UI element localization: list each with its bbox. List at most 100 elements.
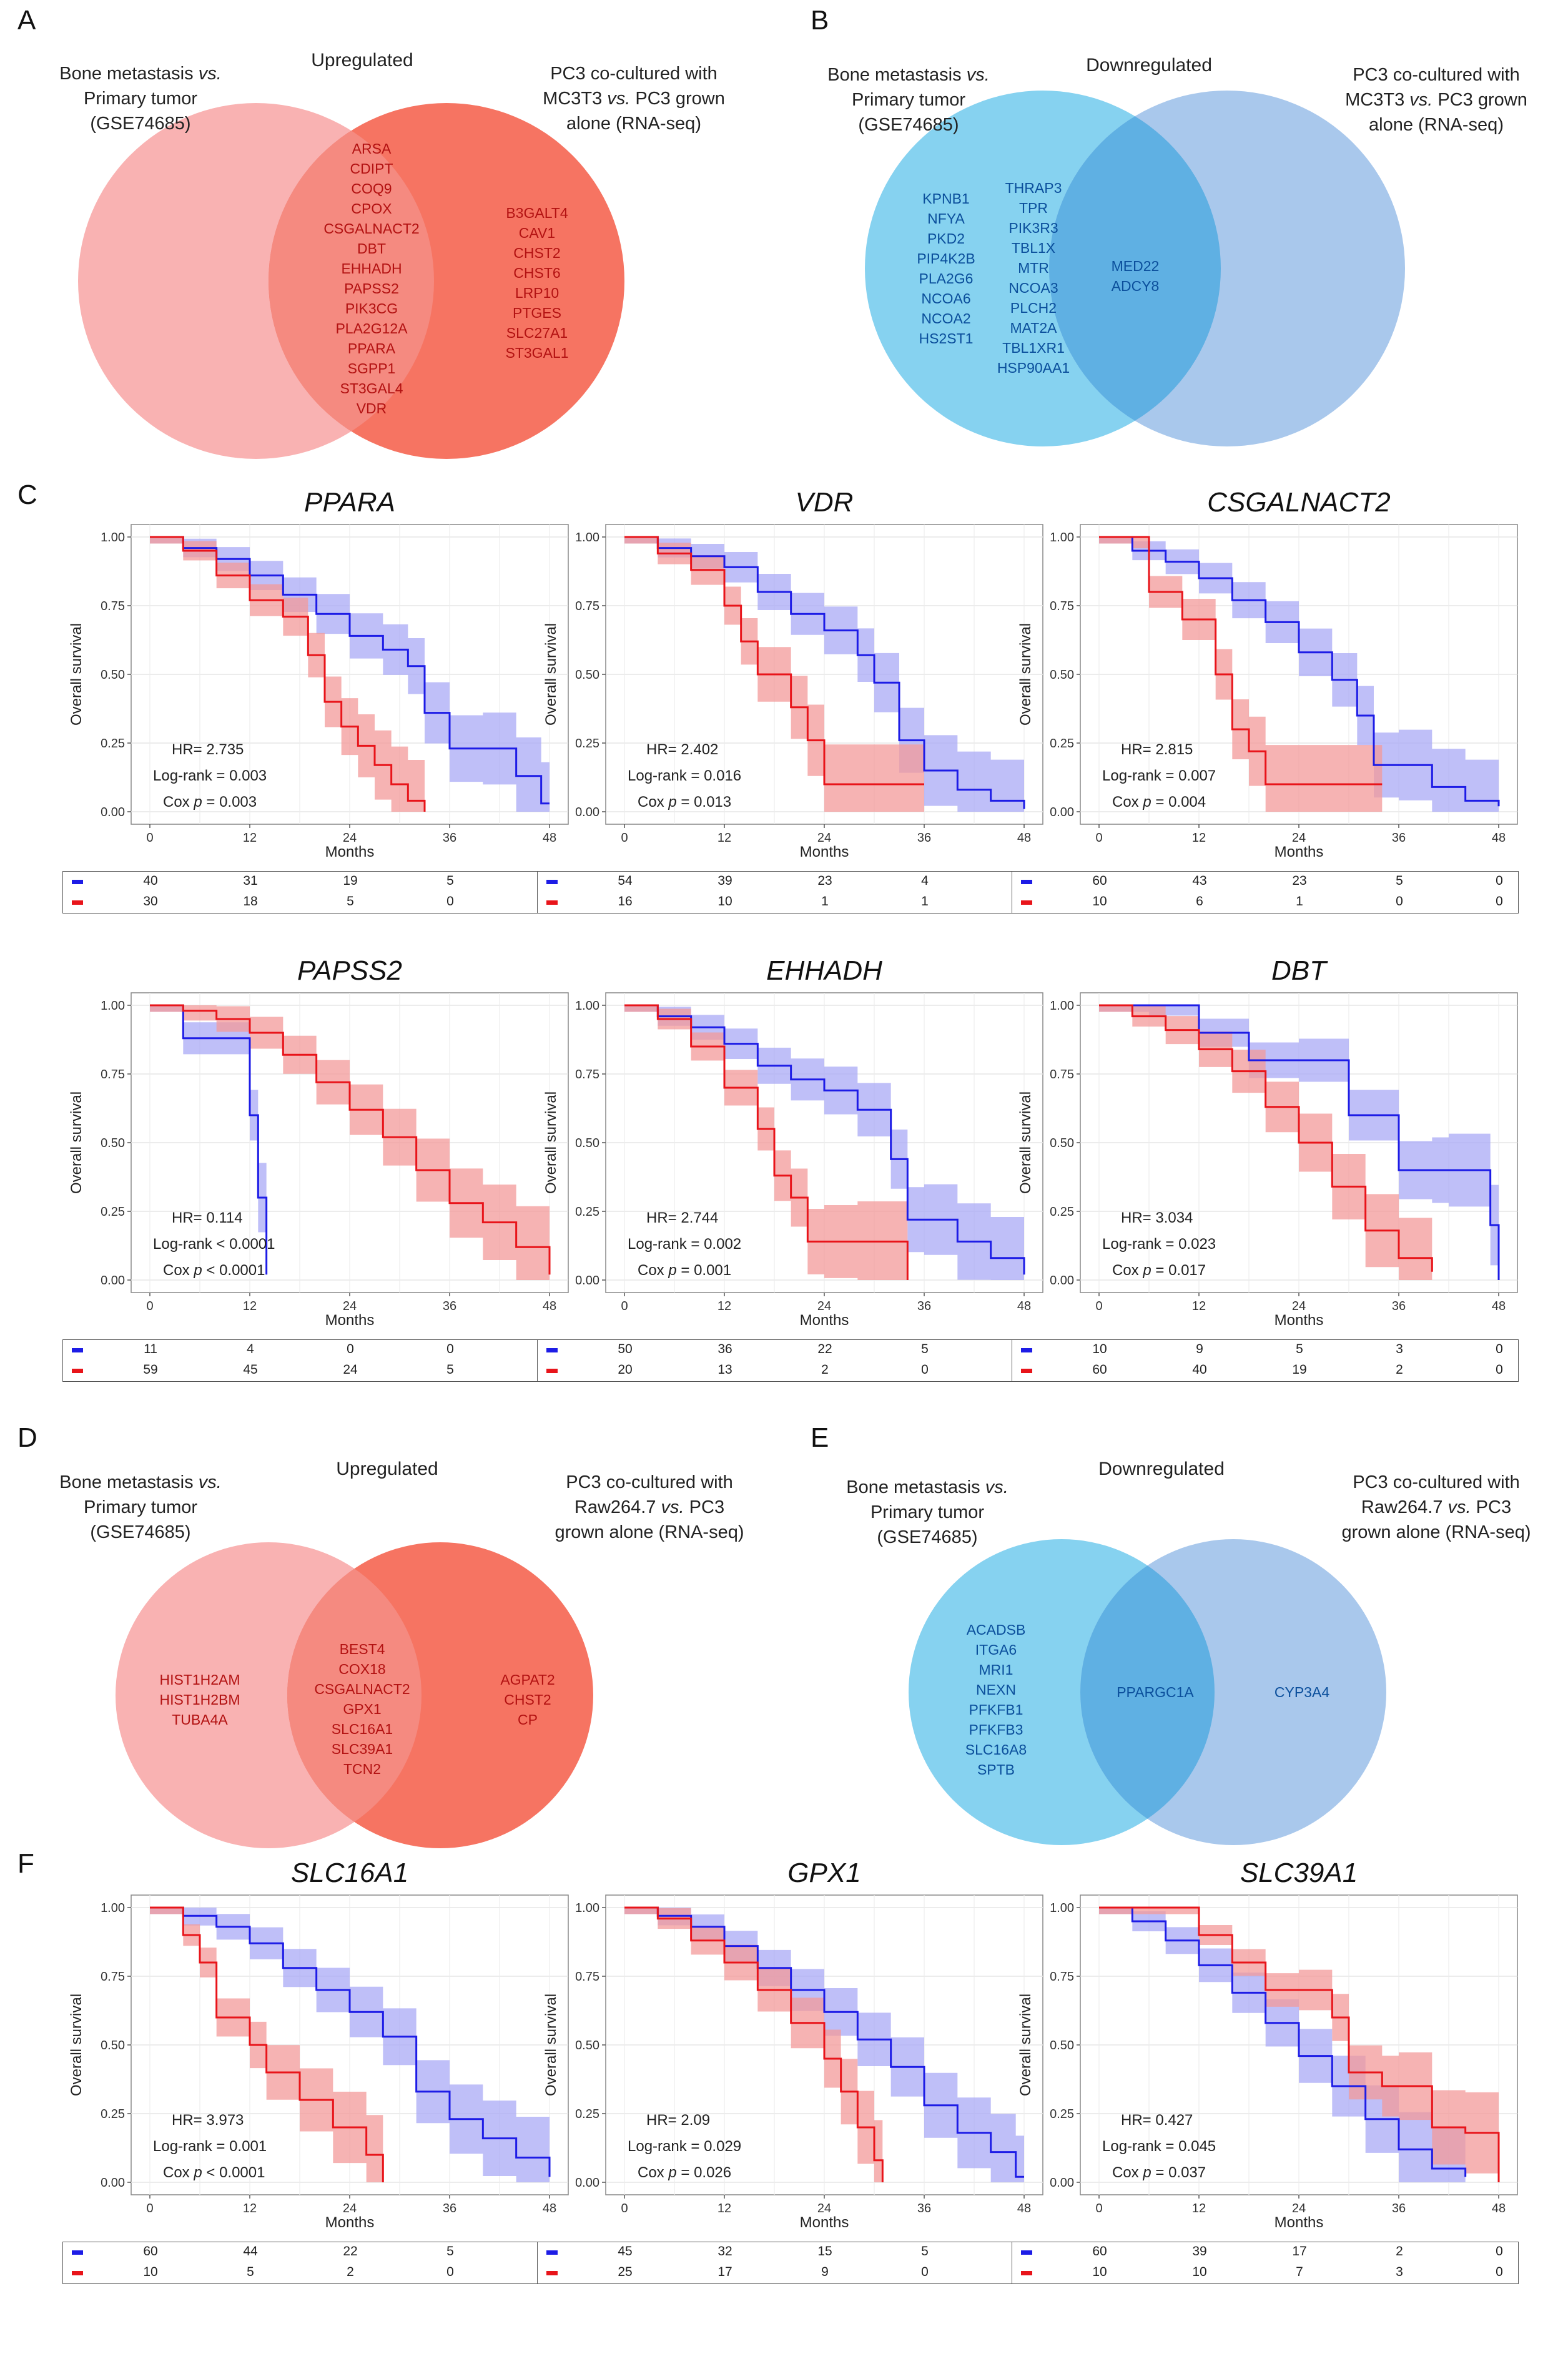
risk-count: 0 [1496, 874, 1503, 888]
ci-band-high [1099, 1908, 1466, 2182]
x-tick-label: 12 [1192, 1299, 1206, 1313]
risk-table: 10 9 5 3 0 60 40 19 2 0 [1012, 1339, 1519, 1382]
y-axis-label: Overall survival [543, 623, 560, 726]
venn-downregulated-raw264: Downregulated Bone metastasis vs. Primar… [793, 1417, 1568, 1854]
venn-title: Upregulated [311, 50, 413, 71]
hazard-ratio: HR= 0.114 [172, 1209, 243, 1226]
venn-right-label: PC3 co-cultured with Raw264.7 vs. PC3 gr… [555, 1472, 744, 1542]
risk-count: 13 [717, 1362, 732, 1377]
cox-p: Cox p = 0.003 [163, 794, 257, 810]
plot-title: GPX1 [787, 1858, 861, 1888]
y-axis-label: Overall survival [68, 1091, 85, 1194]
x-tick-label: 24 [1292, 1299, 1306, 1313]
x-tick-label: 48 [543, 2202, 556, 2215]
x-tick-label: 12 [717, 1299, 731, 1313]
y-tick-label: 0.00 [101, 1274, 125, 1288]
plot-title: DBT [1271, 955, 1326, 986]
cox-p: Cox p < 0.0001 [163, 1262, 265, 1279]
x-tick-label: 24 [343, 1299, 357, 1313]
gene-label: TBL1XR1 [1002, 340, 1065, 356]
risk-count: 40 [1192, 1362, 1207, 1377]
risk-row-high: 45321550 [538, 2242, 1043, 2262]
risk-count: 22 [343, 2244, 358, 2258]
x-tick-label: 12 [1192, 831, 1206, 845]
risk-row-low: 60 40 19 2 0 [1012, 1361, 1518, 1381]
y-tick-label: 0.25 [101, 2107, 125, 2121]
survival-curve-high [624, 1004, 1025, 1275]
km-plot-ehhadh: EHHADH 0.00 0.25 0.50 0.75 1.00 0 12 24 36 48 Month… [512, 955, 1055, 1411]
risk-count: 54 [618, 874, 633, 888]
risk-count: 0 [921, 2265, 929, 2279]
gene-label: COX18 [338, 1661, 386, 1677]
risk-row-high: 60 43 23 5 0 [1012, 872, 1518, 892]
venn-right-label: PC3 co-cultured with Raw264.7 vs. PC3 gr… [1341, 1472, 1531, 1542]
km-svg: 0.00 0.25 0.50 0.75 1.00 0 12 24 36 48 Months Overa… [543, 524, 1043, 860]
log-rank-p: Log-rank = 0.007 [1102, 767, 1216, 784]
y-axis-label: Overall survival [68, 623, 85, 726]
hazard-ratio: HR= 2.735 [172, 741, 244, 758]
y-tick-label: 0.50 [1050, 668, 1074, 682]
risk-count: 44 [243, 2244, 258, 2258]
hazard-ratio: HR= 3.034 [1121, 1209, 1193, 1226]
gene-label: HS2ST1 [919, 330, 974, 347]
risk-color-marker [546, 1348, 558, 1352]
x-tick-label: 12 [243, 831, 257, 845]
survival-curve-low [150, 1004, 551, 1275]
venn-title: Downregulated [1098, 1459, 1225, 1479]
venn-left-label: Bone metastasis vs. Primary tumor (GSE74… [846, 1477, 1008, 1547]
venn-left-only-genes: ACADSB ITGA6 MRI1 NEXN PFKFB1 PFKFB3 SLC16A8 SP… [949, 1620, 1043, 1780]
risk-table: 60 39 17 2 0 10 10 7 3 0 [1012, 2242, 1519, 2284]
km-svg: 0.00 0.25 0.50 0.75 1.00 0 12 24 36 48 Months Overa… [68, 524, 569, 860]
risk-color-marker [546, 880, 558, 884]
risk-count: 0 [446, 1342, 454, 1356]
x-tick-label: 0 [621, 831, 628, 845]
x-tick-label: 48 [543, 831, 556, 845]
log-rank-p: Log-rank = 0.016 [628, 767, 742, 784]
gene-label: ACADSB [966, 1622, 1026, 1638]
risk-row-low: 105200 [63, 2263, 569, 2283]
risk-color-marker [1021, 1348, 1032, 1352]
risk-color-marker [72, 2271, 83, 2275]
gene-label: AGPAT2 [500, 1672, 555, 1688]
venn-overlap [269, 103, 434, 459]
y-tick-label: 0.50 [1050, 2039, 1074, 2052]
ci-band-low [150, 537, 425, 812]
risk-count: 0 [446, 2265, 454, 2279]
x-tick-label: 48 [543, 1299, 556, 1313]
gene-label: PLA2G6 [919, 270, 974, 287]
cox-p: Cox p = 0.017 [1112, 1262, 1206, 1279]
hazard-ratio: HR= 3.973 [172, 2112, 244, 2129]
venn-downregulated-mc3t3: Downregulated Bone metastasis vs. Primar… [793, 0, 1568, 462]
km-svg: 0.00 0.25 0.50 0.75 1.00 0 12 24 36 48 Months Overa… [1017, 524, 1518, 860]
gene-label: PIK3CG [345, 300, 398, 317]
x-axis-label: Months [800, 844, 849, 860]
y-tick-label: 0.50 [575, 2039, 599, 2052]
ci-band-low [1099, 537, 1383, 812]
risk-count: 25 [618, 2265, 633, 2279]
risk-color-marker [72, 1369, 83, 1373]
risk-count: 45 [243, 1362, 258, 1377]
venn-left-label: Bone metastasis vs. Primary tumor (GSE74… [59, 1472, 222, 1542]
risk-count: 3 [1396, 1342, 1403, 1356]
risk-count: 5 [247, 2265, 254, 2279]
venn-overlap [287, 1542, 422, 1848]
y-tick-label: 0.25 [101, 1205, 125, 1219]
y-tick-label: 0.50 [101, 1136, 125, 1150]
x-axis-label: Months [325, 2214, 375, 2231]
risk-count: 59 [143, 1362, 158, 1377]
gene-label: PPARA [347, 340, 396, 357]
km-svg: 0.00 0.25 0.50 0.75 1.00 0 12 24 36 48 Months Overa… [1017, 1894, 1518, 2231]
cox-p: Cox p = 0.013 [638, 794, 732, 810]
x-tick-label: 36 [917, 1299, 931, 1313]
risk-count: 5 [347, 894, 354, 909]
x-tick-label: 24 [817, 831, 831, 845]
y-tick-label: 0.00 [575, 805, 599, 819]
risk-count: 43 [1192, 874, 1207, 888]
risk-count: 4 [921, 874, 929, 888]
risk-count: 24 [343, 1362, 358, 1377]
gene-label: B3GALT4 [506, 205, 568, 221]
gene-label: MRI1 [979, 1662, 1013, 1678]
x-tick-label: 0 [146, 2202, 153, 2215]
x-tick-label: 12 [717, 831, 731, 845]
stats-annotation: HR= 2.09 Log-rank = 0.029 Cox p = 0.026 [628, 2107, 741, 2186]
